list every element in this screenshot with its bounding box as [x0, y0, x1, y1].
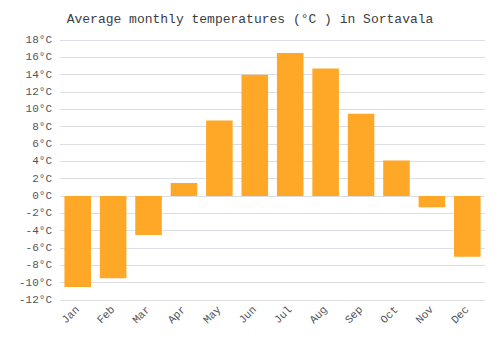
svg-text:Jun: Jun — [237, 304, 259, 326]
svg-text:-6°C: -6°C — [26, 242, 53, 254]
svg-text:Oct: Oct — [378, 304, 400, 326]
svg-text:-4°C: -4°C — [26, 225, 53, 237]
svg-text:Feb: Feb — [95, 304, 117, 326]
svg-text:-2°C: -2°C — [26, 207, 53, 219]
svg-text:-12°C: -12°C — [19, 294, 52, 306]
svg-text:Average monthly temperatures (: Average monthly temperatures (°C ) in So… — [67, 12, 434, 27]
svg-text:Sep: Sep — [343, 304, 365, 326]
svg-text:Jul: Jul — [272, 304, 294, 326]
svg-text:Mar: Mar — [130, 304, 152, 326]
svg-text:-10°C: -10°C — [19, 277, 52, 289]
svg-text:May: May — [201, 303, 224, 326]
svg-text:18°C: 18°C — [26, 34, 53, 46]
svg-text:6°C: 6°C — [32, 138, 52, 150]
svg-text:Apr: Apr — [166, 304, 188, 326]
svg-text:Dec: Dec — [449, 304, 471, 326]
svg-text:14°C: 14°C — [26, 69, 53, 81]
svg-text:2°C: 2°C — [32, 173, 52, 185]
svg-text:Nov: Nov — [414, 303, 437, 326]
svg-text:-8°C: -8°C — [26, 259, 53, 271]
svg-text:10°C: 10°C — [26, 103, 53, 115]
svg-text:12°C: 12°C — [26, 86, 53, 98]
svg-text:0°C: 0°C — [32, 190, 52, 202]
svg-text:16°C: 16°C — [26, 51, 53, 63]
svg-text:8°C: 8°C — [32, 121, 52, 133]
svg-text:Jan: Jan — [59, 304, 81, 326]
svg-text:4°C: 4°C — [32, 155, 52, 167]
svg-text:Aug: Aug — [307, 304, 329, 326]
